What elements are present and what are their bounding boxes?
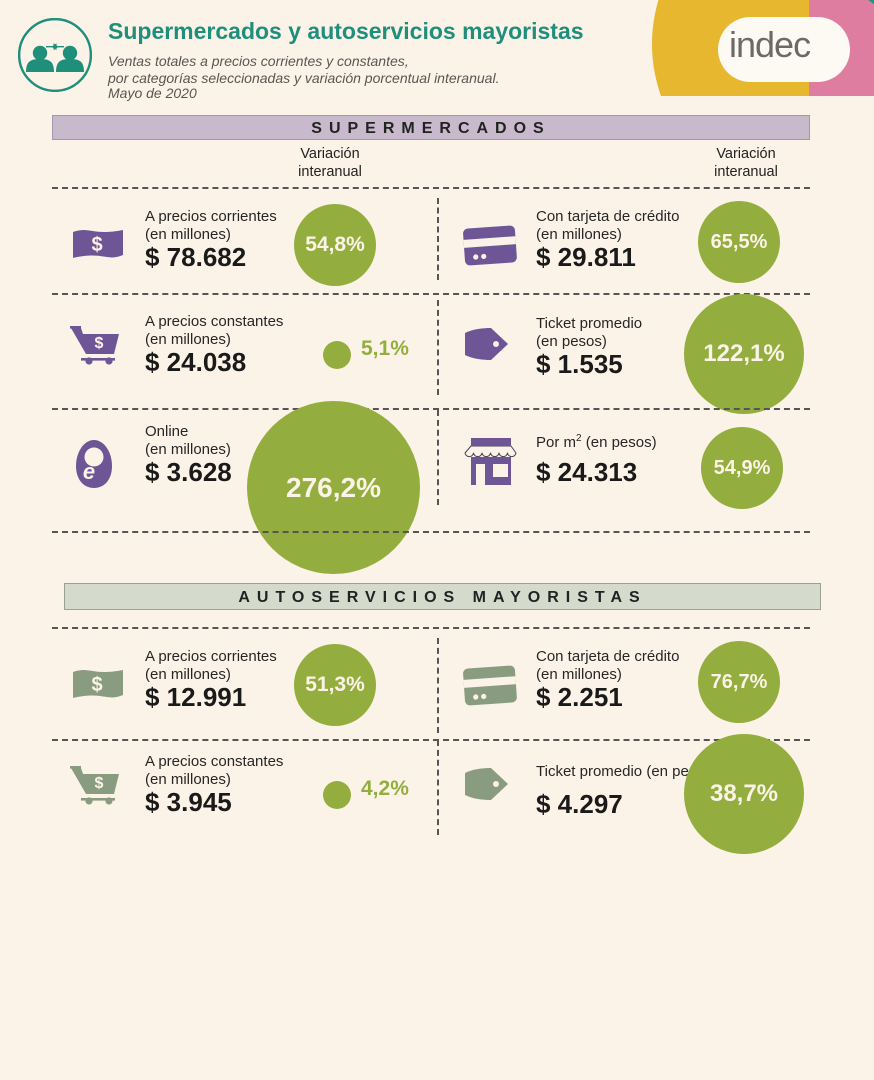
svg-text:$: $: [91, 234, 102, 256]
svg-text:$: $: [95, 335, 104, 352]
svg-text:$: $: [95, 775, 104, 792]
svg-text:$: $: [91, 674, 102, 696]
svg-text:e: e: [83, 459, 95, 484]
